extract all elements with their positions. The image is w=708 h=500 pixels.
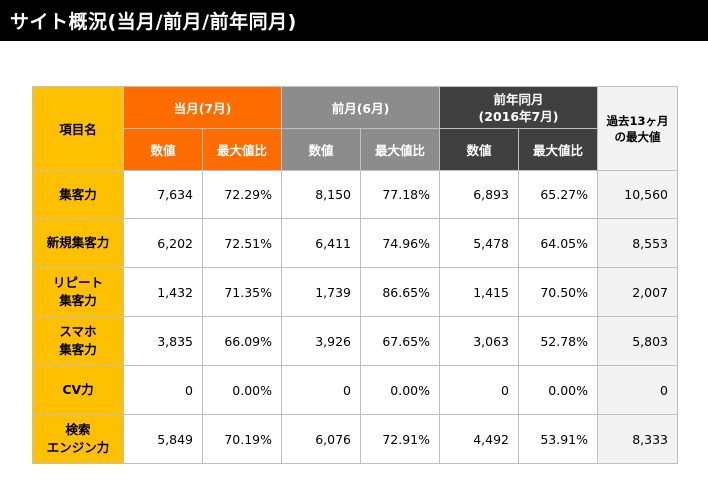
row-label: 集客力 xyxy=(32,170,124,219)
header-current-value: 数値 xyxy=(123,128,203,171)
row-label-line1: CV力 xyxy=(62,382,94,397)
header-max-line1: 過去13ヶ月 xyxy=(606,113,669,128)
row-label-line1: スマホ xyxy=(59,324,97,339)
previous-ratio: 0.00% xyxy=(360,365,440,415)
current-ratio: 71.35% xyxy=(202,267,282,317)
current-ratio: 72.51% xyxy=(202,218,282,268)
site-overview-table: 項目名 当月(7月) 前月(6月) 前年同月 (2016年7月) 過去13ヶ月 … xyxy=(32,86,678,464)
row-label-line1: リピート xyxy=(52,275,103,290)
header-yoy-ratio: 最大値比 xyxy=(518,128,598,171)
table-body: 集客力 7,634 72.29% 8,150 77.18% 6,893 65.2… xyxy=(32,170,678,464)
previous-value: 6,411 xyxy=(281,218,361,268)
max-value: 2,007 xyxy=(597,267,678,317)
row-label: CV力 xyxy=(32,365,124,415)
yoy-value: 1,415 xyxy=(439,267,519,317)
table-row: 新規集客力 6,202 72.51% 6,411 74.96% 5,478 64… xyxy=(32,218,678,268)
table-row: 集客力 7,634 72.29% 8,150 77.18% 6,893 65.2… xyxy=(32,170,678,219)
current-value: 3,835 xyxy=(123,316,203,366)
row-label: 検索 エンジン力 xyxy=(32,414,124,464)
row-label-line1: 新規集客力 xyxy=(46,235,110,250)
page-title: サイト概況(当月/前月/前年同月) xyxy=(10,11,297,33)
previous-value: 3,926 xyxy=(281,316,361,366)
row-label-line2: 集客力 xyxy=(59,342,97,357)
table-row: 検索 エンジン力 5,849 70.19% 6,076 72.91% 4,492… xyxy=(32,414,678,464)
yoy-ratio: 53.91% xyxy=(518,414,598,464)
max-value: 8,333 xyxy=(597,414,678,464)
current-value: 5,849 xyxy=(123,414,203,464)
max-value: 8,553 xyxy=(597,218,678,268)
yoy-value: 5,478 xyxy=(439,218,519,268)
current-ratio: 66.09% xyxy=(202,316,282,366)
previous-ratio: 77.18% xyxy=(360,170,440,219)
table-row: リピート 集客力 1,432 71.35% 1,739 86.65% 1,415… xyxy=(32,267,678,317)
header-13-month-max: 過去13ヶ月 の最大値 xyxy=(597,86,678,171)
yoy-ratio: 70.50% xyxy=(518,267,598,317)
max-value: 5,803 xyxy=(597,316,678,366)
header-item-name: 項目名 xyxy=(32,86,124,171)
current-value: 6,202 xyxy=(123,218,203,268)
table-row: CV力 0 0.00% 0 0.00% 0 0.00% 0 xyxy=(32,365,678,415)
row-label-line1: 集客力 xyxy=(59,186,97,202)
current-value: 0 xyxy=(123,365,203,415)
max-value: 10,560 xyxy=(597,170,678,219)
header-previous-ratio: 最大値比 xyxy=(360,128,440,171)
yoy-value: 3,063 xyxy=(439,316,519,366)
yoy-value: 0 xyxy=(439,365,519,415)
row-label-line1: 検索 xyxy=(65,422,91,437)
yoy-value: 6,893 xyxy=(439,170,519,219)
row-label: リピート 集客力 xyxy=(32,267,124,317)
previous-ratio: 74.96% xyxy=(360,218,440,268)
header-yoy-line2: (2016年7月) xyxy=(478,108,559,124)
previous-ratio: 67.65% xyxy=(360,316,440,366)
previous-value: 6,076 xyxy=(281,414,361,464)
current-ratio: 72.29% xyxy=(202,170,282,219)
current-ratio: 0.00% xyxy=(202,365,282,415)
previous-ratio: 86.65% xyxy=(360,267,440,317)
yoy-ratio: 0.00% xyxy=(518,365,598,415)
row-label: スマホ 集客力 xyxy=(32,316,124,366)
title-bar: サイト概況(当月/前月/前年同月) xyxy=(0,0,708,41)
header-previous-value: 数値 xyxy=(281,128,361,171)
yoy-value: 4,492 xyxy=(439,414,519,464)
yoy-ratio: 52.78% xyxy=(518,316,598,366)
current-value: 1,432 xyxy=(123,267,203,317)
previous-value: 0 xyxy=(281,365,361,415)
previous-value: 8,150 xyxy=(281,170,361,219)
max-value: 0 xyxy=(597,365,678,415)
row-label: 新規集客力 xyxy=(32,218,124,268)
header-max-line2: の最大値 xyxy=(614,129,661,144)
previous-value: 1,739 xyxy=(281,267,361,317)
header-previous-month: 前月(6月) xyxy=(281,86,440,129)
yoy-ratio: 65.27% xyxy=(518,170,598,219)
header-current-month: 当月(7月) xyxy=(123,86,282,129)
header-current-ratio: 最大値比 xyxy=(202,128,282,171)
table-row: スマホ 集客力 3,835 66.09% 3,926 67.65% 3,063 … xyxy=(32,316,678,366)
previous-ratio: 72.91% xyxy=(360,414,440,464)
current-ratio: 70.19% xyxy=(202,414,282,464)
row-label-line2: エンジン力 xyxy=(46,440,110,455)
header-yoy-value: 数値 xyxy=(439,128,519,171)
header-yoy-line1: 前年同月 xyxy=(493,91,544,107)
yoy-ratio: 64.05% xyxy=(518,218,598,268)
current-value: 7,634 xyxy=(123,170,203,219)
header-same-month-last-year: 前年同月 (2016年7月) xyxy=(439,86,598,129)
row-label-line2: 集客力 xyxy=(59,293,97,308)
